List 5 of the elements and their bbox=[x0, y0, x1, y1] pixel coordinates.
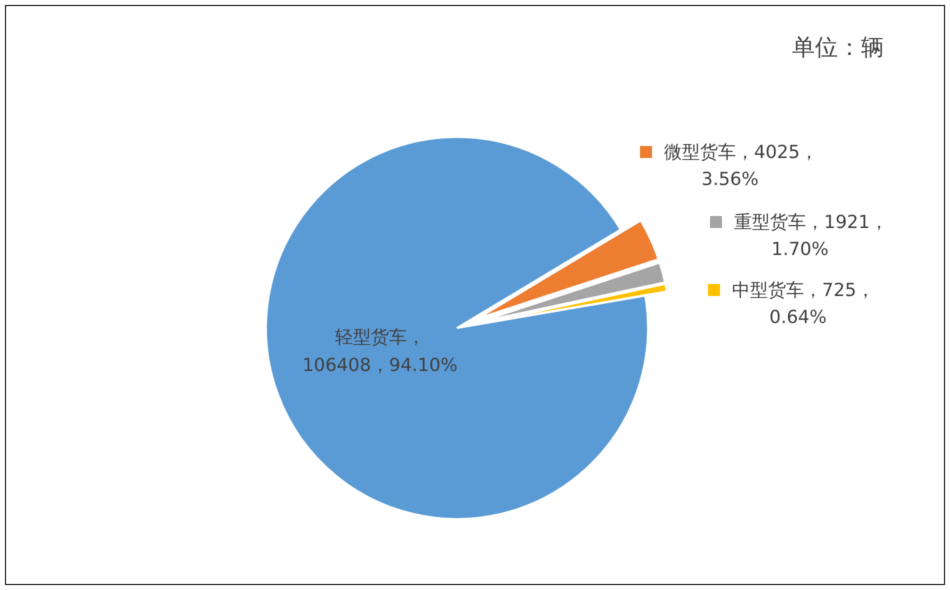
text: 单位：辆 bbox=[792, 35, 884, 61]
slice-label: 轻型货车， 106408，94.10% bbox=[302, 327, 458, 376]
legend-label: 中型货车，725， 0.64% bbox=[732, 280, 874, 328]
legend-label: 重型货车，1921， 1.70% bbox=[734, 212, 888, 260]
legend-label: 微型货车，4025， 3.56% bbox=[664, 142, 818, 190]
